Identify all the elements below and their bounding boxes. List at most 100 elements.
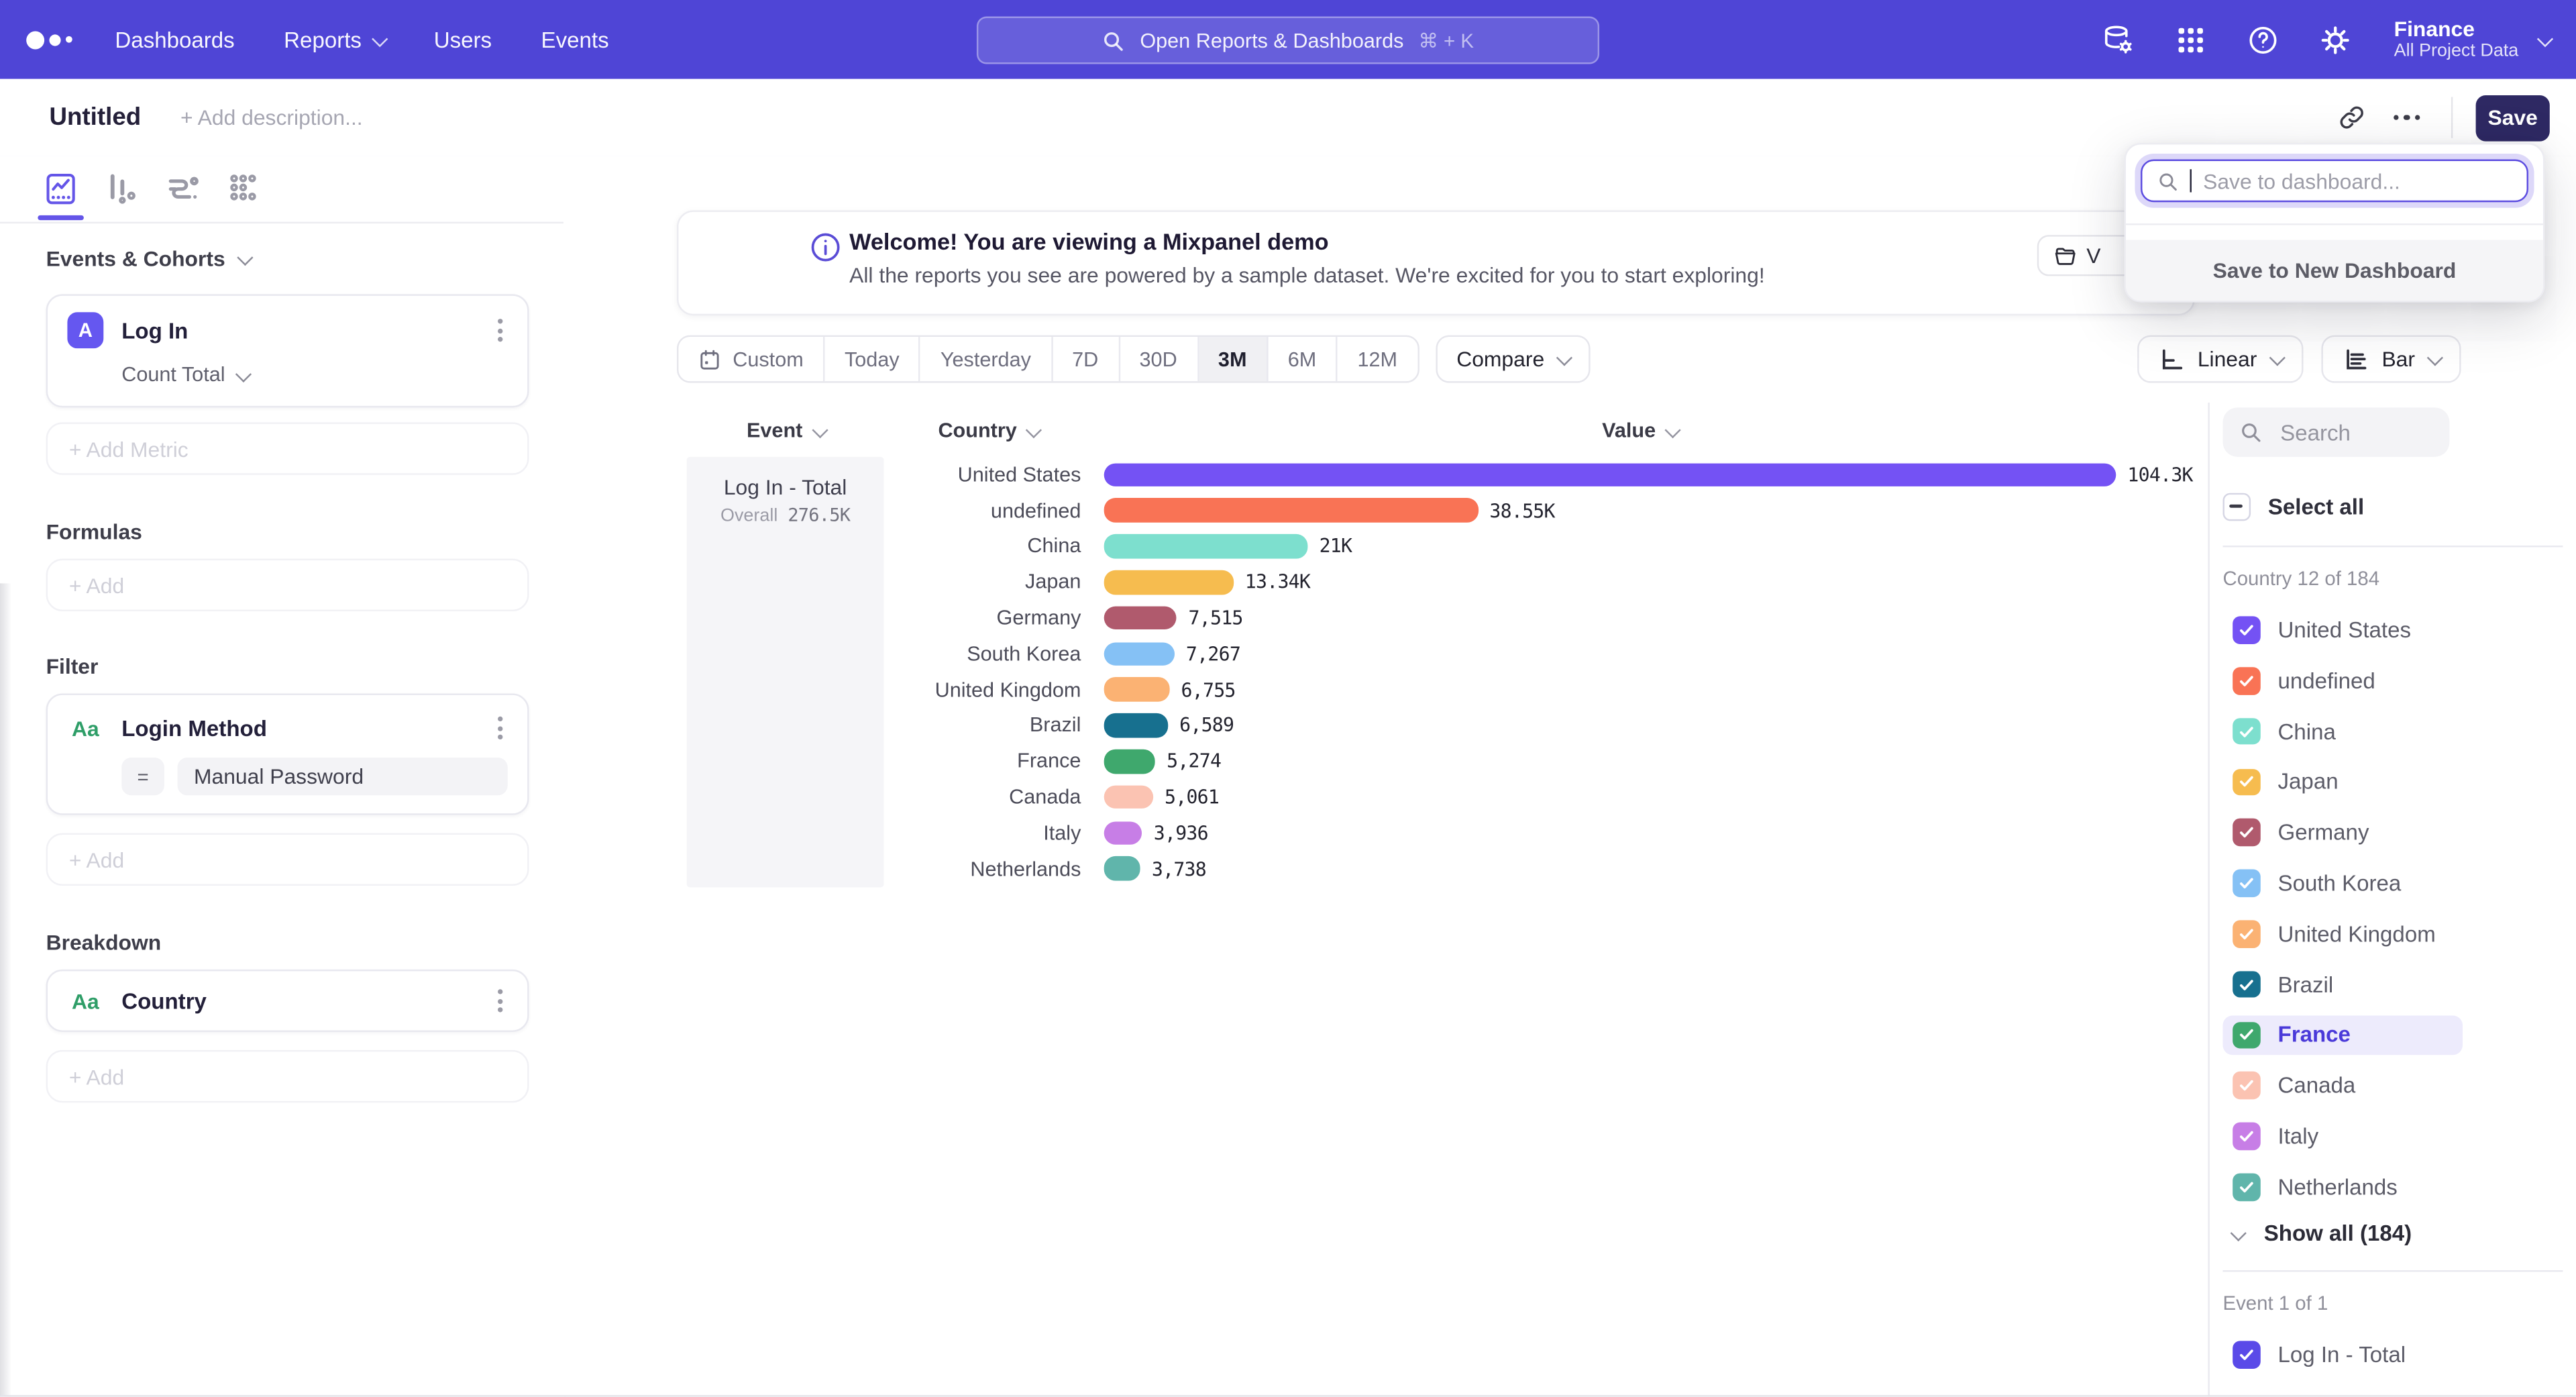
tab-insights[interactable] <box>41 158 80 220</box>
add-description[interactable]: + Add description... <box>180 105 363 130</box>
series-search-input[interactable] <box>2277 418 2431 446</box>
legend-item-south-korea[interactable]: South Korea <box>2222 864 2463 903</box>
tab-retention[interactable] <box>223 158 263 220</box>
global-search-button[interactable]: Open Reports & Dashboards ⌘ + K <box>977 16 1599 64</box>
kebab-menu-icon[interactable] <box>493 314 508 347</box>
column-header-event[interactable]: Event <box>687 419 884 442</box>
filter-operator[interactable]: = <box>121 758 164 795</box>
column-header-country[interactable]: Country <box>896 419 1081 442</box>
legend-item-italy[interactable]: Italy <box>2222 1117 2463 1156</box>
nav-dashboards[interactable]: Dashboards <box>115 27 234 52</box>
breakdown-card-country[interactable]: Aa Country <box>46 970 529 1033</box>
chevron-down-icon <box>235 366 252 382</box>
range-7d[interactable]: 7D <box>1053 337 1120 381</box>
legend-item-canada[interactable]: Canada <box>2222 1066 2463 1106</box>
bar-united-states[interactable] <box>1104 463 2116 487</box>
bar-netherlands[interactable] <box>1104 857 1140 881</box>
legend-item-undefined[interactable]: undefined <box>2222 661 2463 701</box>
select-all-row[interactable]: Select all <box>2222 493 2576 520</box>
checkbox[interactable] <box>2233 1072 2259 1099</box>
bar-undefined[interactable] <box>1104 499 1479 523</box>
checkbox[interactable] <box>2233 1123 2259 1149</box>
checkbox[interactable] <box>2233 1341 2259 1367</box>
add-filter-button[interactable]: + Add <box>46 833 529 886</box>
breakdown-property-name[interactable]: Country <box>121 989 207 1014</box>
bar-brazil[interactable] <box>1104 713 1168 737</box>
compare-button[interactable]: Compare <box>1435 335 1590 383</box>
series-search[interactable] <box>2222 407 2449 456</box>
bar-south-korea[interactable] <box>1104 642 1175 666</box>
settings-gear-icon[interactable] <box>2318 22 2353 56</box>
legend-item-france[interactable]: France <box>2222 1015 2463 1055</box>
filter-value[interactable]: Manual Password <box>177 758 507 795</box>
bar-france[interactable] <box>1104 749 1155 774</box>
chart-row: Canada5,061 <box>896 779 2208 815</box>
bar-japan[interactable] <box>1104 570 1234 594</box>
range-30d[interactable]: 30D <box>1120 337 1198 381</box>
save-button[interactable]: Save <box>2476 95 2550 141</box>
bar-germany[interactable] <box>1104 606 1177 630</box>
range-12m[interactable]: 12M <box>1338 337 1417 381</box>
event-name: Log In - Total <box>687 475 884 500</box>
project-switcher[interactable]: Finance All Project Data <box>2394 16 2550 62</box>
range-yesterday[interactable]: Yesterday <box>921 337 1053 381</box>
indeterminate-checkbox[interactable] <box>2222 493 2249 520</box>
checkbox[interactable] <box>2233 921 2259 947</box>
mixpanel-logo-icon[interactable] <box>26 30 72 48</box>
filter-card-login-method[interactable]: Aa Login Method = Manual Password <box>46 693 529 815</box>
column-header-value[interactable]: Value <box>1104 419 2176 442</box>
add-breakdown-button[interactable]: + Add <box>46 1051 529 1103</box>
chart-type-selector[interactable]: Bar <box>2321 335 2461 383</box>
nav-users[interactable]: Users <box>434 27 492 52</box>
checkbox[interactable] <box>2233 870 2259 896</box>
more-options-button[interactable] <box>2379 95 2434 141</box>
legend-item-japan[interactable]: Japan <box>2222 762 2463 802</box>
metric-card-log-in[interactable]: A Log In Count Total <box>46 294 529 407</box>
bar-canada[interactable] <box>1104 785 1153 809</box>
add-formula-button[interactable]: + Add <box>46 559 529 611</box>
legend-item-germany[interactable]: Germany <box>2222 813 2463 852</box>
range-6m[interactable]: 6M <box>1268 337 1338 381</box>
range-today[interactable]: Today <box>825 337 921 381</box>
nav-events[interactable]: Events <box>541 27 609 52</box>
range-custom[interactable]: Custom <box>678 337 824 381</box>
tab-funnels[interactable] <box>102 158 142 220</box>
checkbox[interactable] <box>2233 819 2259 846</box>
scale-selector[interactable]: Linear <box>2137 335 2303 383</box>
legend-item-netherlands[interactable]: Netherlands <box>2222 1167 2463 1206</box>
checkbox[interactable] <box>2233 718 2259 745</box>
metric-event-name[interactable]: Log In <box>121 318 188 343</box>
checkbox[interactable] <box>2233 1174 2259 1200</box>
kebab-menu-icon[interactable] <box>493 984 508 1017</box>
legend-item-brazil[interactable]: Brazil <box>2222 965 2463 1004</box>
save-to-new-dashboard-button[interactable]: Save to New Dashboard <box>2126 240 2543 301</box>
apps-grid-icon[interactable] <box>2174 22 2208 56</box>
nav-reports[interactable]: Reports <box>284 27 384 52</box>
bar-united-kingdom[interactable] <box>1104 678 1170 702</box>
help-icon[interactable] <box>2246 22 2280 56</box>
checkbox[interactable] <box>2233 617 2259 643</box>
events-cohorts-header[interactable]: Events & Cohorts <box>46 246 529 271</box>
data-management-icon[interactable] <box>2102 22 2136 56</box>
legend-item-log-in---total[interactable]: Log In - Total <box>2222 1335 2463 1374</box>
legend-item-china[interactable]: China <box>2222 712 2463 752</box>
aggregation-selector[interactable]: Count Total <box>121 363 508 386</box>
legend-item-united-states[interactable]: United States <box>2222 611 2463 650</box>
kebab-menu-icon[interactable] <box>493 711 508 744</box>
folder-icon <box>2053 244 2076 267</box>
report-title[interactable]: Untitled <box>49 103 141 132</box>
tab-flows[interactable] <box>162 158 202 220</box>
legend-item-united-kingdom[interactable]: United Kingdom <box>2222 914 2463 953</box>
bar-italy[interactable] <box>1104 821 1142 845</box>
copy-link-button[interactable] <box>2323 95 2379 141</box>
checkbox[interactable] <box>2233 768 2259 795</box>
checkbox[interactable] <box>2233 971 2259 998</box>
range-3m[interactable]: 3M <box>1199 337 1269 381</box>
filter-property-name[interactable]: Login Method <box>121 716 267 741</box>
checkbox[interactable] <box>2233 1021 2259 1048</box>
checkbox[interactable] <box>2233 667 2259 694</box>
add-metric-button[interactable]: + Add Metric <box>46 422 529 474</box>
save-to-dashboard-input[interactable]: Save to dashboard... <box>2141 160 2528 203</box>
show-all-button[interactable]: Show all (184) <box>2222 1221 2576 1246</box>
bar-china[interactable] <box>1104 534 1308 558</box>
